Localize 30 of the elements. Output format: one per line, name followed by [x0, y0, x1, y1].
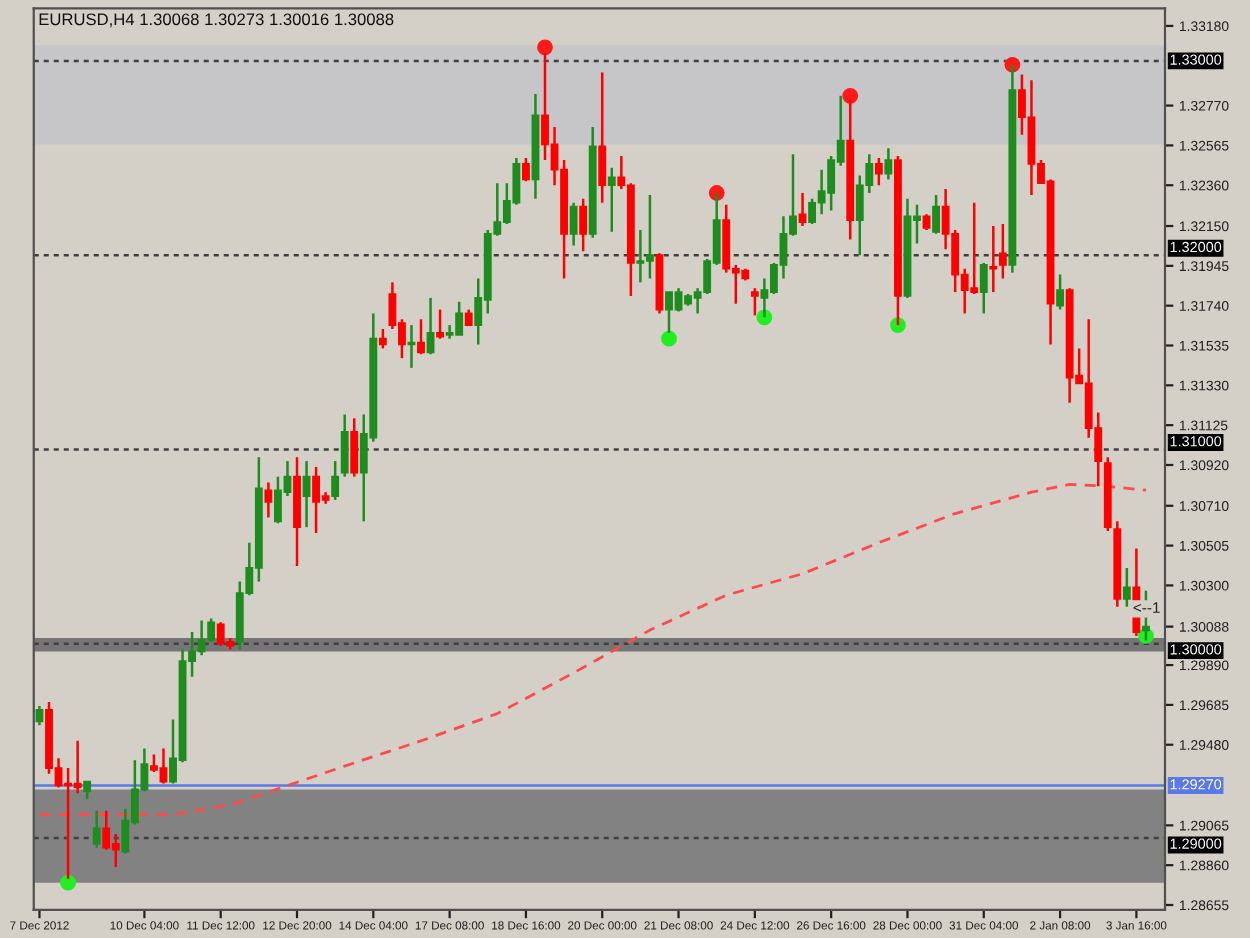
- point: [661, 330, 677, 347]
- candlestick: [264, 481, 273, 519]
- point: [890, 317, 906, 334]
- chart-title: EURUSD,H4 1.30068 1.30273 1.30016 1.30088: [39, 13, 394, 28]
- candlestick: [598, 71, 607, 204]
- candlestick: [1122, 566, 1131, 609]
- candlestick: [436, 308, 445, 340]
- candlestick: [340, 413, 349, 478]
- candlestick: [932, 193, 941, 236]
- candlestick: [1056, 273, 1065, 311]
- candlestick: [579, 197, 588, 253]
- candlestick: [750, 286, 759, 317]
- candlestick: [331, 459, 340, 502]
- candlestick: [426, 296, 435, 356]
- candlestick: [607, 166, 616, 234]
- candlestick: [979, 261, 988, 315]
- candlestick: [92, 809, 101, 849]
- point: [537, 39, 553, 56]
- point: [60, 874, 76, 891]
- candlestick: [521, 156, 530, 183]
- candlestick: [378, 327, 387, 350]
- candlestick: [874, 156, 883, 187]
- candlestick: [350, 417, 359, 478]
- candlestick: [998, 222, 1007, 280]
- candlestick: [569, 201, 578, 247]
- candlestick: [302, 459, 311, 529]
- candlestick: [989, 224, 998, 294]
- candlestick: [884, 147, 893, 181]
- candlestick: [417, 318, 425, 356]
- point: [842, 87, 859, 104]
